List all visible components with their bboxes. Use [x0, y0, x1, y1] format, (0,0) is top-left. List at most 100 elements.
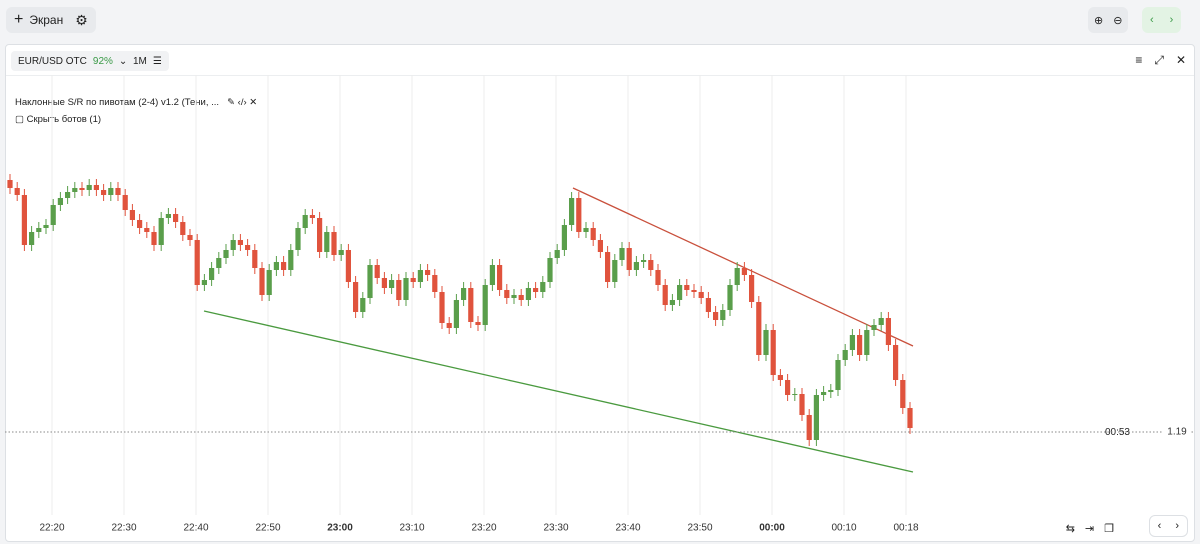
x-tick-label: 23:30 [543, 523, 568, 534]
candle-body [504, 290, 510, 298]
panel-icons[interactable]: ≡ ⤢ ✕ [1135, 53, 1186, 68]
candle-body [43, 225, 49, 228]
candle-body [842, 350, 848, 360]
list-icon[interactable]: ≡ [1135, 53, 1143, 67]
candle-body [295, 228, 301, 250]
candle-body [461, 288, 467, 300]
zoom-out[interactable]: ⊖ [1113, 14, 1123, 27]
tool-3[interactable]: ❐ [1104, 523, 1114, 535]
close-icon[interactable]: ✕ [1175, 53, 1186, 67]
candle-body [741, 268, 747, 275]
timeframe-chip[interactable]: 1M ☰ [126, 51, 169, 71]
timeframe: 1M [133, 55, 147, 67]
candle-body [302, 215, 308, 228]
indicator-row: Наклонные S/R по пивотам (2-4) v1.2 (Тен… [15, 97, 257, 108]
timer: 00:53 [1104, 427, 1130, 438]
candle-body [648, 260, 654, 270]
x-tick-label: 23:40 [615, 523, 640, 534]
candle-body [194, 240, 200, 285]
prev[interactable]: ‹ [1150, 14, 1154, 26]
x-tick-label: 22:40 [183, 523, 208, 534]
candle-body [259, 268, 265, 295]
candle-body [662, 285, 668, 305]
candle-body [849, 335, 855, 350]
candle-body [907, 408, 913, 428]
resistance-trendline [572, 187, 914, 347]
candle-body [331, 232, 337, 255]
candle-body [425, 270, 431, 275]
candle-body [187, 235, 193, 240]
symbol-chip[interactable]: EUR/USD OTC 92% ⌄ [11, 51, 135, 71]
candle-body [770, 330, 776, 375]
candle-body [799, 394, 805, 415]
zoom-in[interactable]: ⊕ [1094, 14, 1104, 27]
candle-body [252, 250, 258, 268]
x-tick-label: 00:10 [831, 523, 856, 534]
candle-body [792, 394, 798, 395]
candle-body [641, 260, 647, 262]
scroll-left[interactable]: ‹ [1157, 520, 1162, 532]
tool-2[interactable]: ⇥ [1084, 523, 1095, 535]
candle-body [821, 392, 827, 395]
candle-body [482, 285, 488, 325]
hide-bots[interactable]: ▢ Скрыть ботов (1) [15, 114, 102, 125]
caret: ⌄ [118, 55, 128, 67]
candle-body [21, 195, 27, 245]
x-tick-label: 23:10 [399, 523, 424, 534]
candle-body [511, 295, 517, 298]
candle-body [338, 250, 344, 255]
candle-body [209, 268, 215, 280]
candle-body [137, 220, 143, 228]
next[interactable]: › [1169, 14, 1174, 26]
candle-body [756, 302, 762, 355]
zoom-buttons[interactable]: ⊕ ⊖ [1088, 7, 1129, 33]
scroll-right[interactable]: › [1175, 520, 1179, 532]
plus-icon: + [14, 11, 24, 28]
support-trendline [203, 310, 914, 473]
candle-body [720, 310, 726, 320]
candle-body [173, 214, 179, 222]
bottom-tools[interactable]: ⇆ ⇥ ❐ [1066, 522, 1114, 535]
candle-body [57, 198, 63, 205]
candle-body [432, 275, 438, 292]
expand-icon[interactable]: ⤢ [1154, 53, 1164, 67]
candle-body [353, 282, 359, 312]
candle-body [619, 248, 625, 260]
candle-body [763, 330, 769, 355]
candle-body [857, 335, 863, 355]
candle-body [561, 225, 567, 250]
candle-body [29, 232, 35, 245]
nav-buttons[interactable]: ‹ › [1142, 7, 1182, 33]
candle-body [165, 214, 171, 218]
candle-body [612, 260, 618, 282]
indicator-tools[interactable]: ✎ ‹/› ✕ [227, 97, 258, 108]
candle-body [151, 232, 157, 245]
candle-body [835, 360, 841, 390]
candle-body [266, 270, 272, 295]
candle-body [864, 330, 870, 355]
screen-button[interactable]: + Экран ⚙ [6, 7, 96, 33]
candle-body [144, 228, 150, 232]
candle-body [446, 323, 452, 328]
candle-body [569, 198, 575, 225]
candle-body [201, 280, 207, 285]
candle-body [497, 265, 503, 290]
x-tick-label: 00:00 [759, 523, 785, 534]
price-badge [1163, 424, 1191, 440]
candle-body [885, 318, 891, 345]
candle-body [590, 228, 596, 240]
candle-body [576, 198, 582, 232]
candle-body [518, 295, 524, 300]
candle-body [360, 298, 366, 312]
settings-icon[interactable]: ⚙ [75, 11, 88, 28]
scroll-buttons[interactable]: ‹ › [1148, 515, 1188, 537]
candle-body [713, 312, 719, 320]
candle-body [115, 188, 121, 195]
candle-body [633, 262, 639, 270]
tool-1[interactable]: ⇆ [1065, 523, 1075, 535]
menu-icon: ☰ [152, 55, 162, 67]
candle-body [93, 185, 99, 190]
current-price-label: 1.19 [1167, 427, 1187, 438]
candle-body [871, 325, 877, 330]
